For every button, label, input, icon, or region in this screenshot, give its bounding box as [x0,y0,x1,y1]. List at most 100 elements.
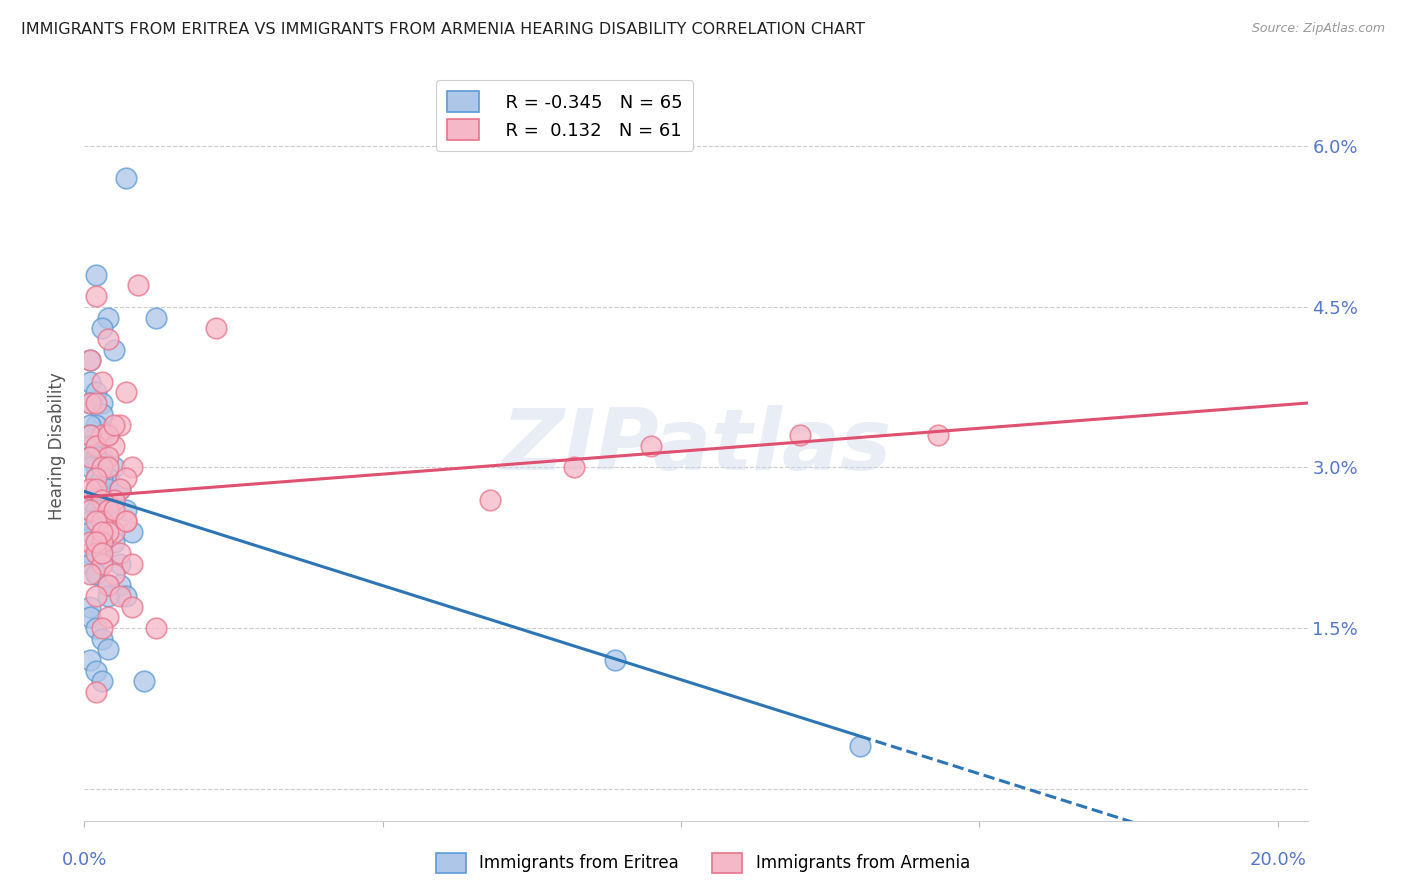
Point [97,578,120,592]
Point [97,460,120,475]
Legend:   R = -0.345   N = 65,   R =  0.132   N = 61: R = -0.345 N = 65, R = 0.132 N = 61 [436,80,693,151]
Point [108,482,131,496]
Point [103,492,125,507]
Point [79,524,101,539]
Point [79,396,101,410]
Point [79,450,101,464]
Point [204,321,226,335]
Point [84,439,107,453]
Point [79,492,101,507]
Point [79,439,101,453]
Point [927,428,949,442]
Text: 0.0%: 0.0% [62,851,107,869]
Text: IMMIGRANTS FROM ERITREA VS IMMIGRANTS FROM ARMENIA HEARING DISABILITY CORRELATIO: IMMIGRANTS FROM ERITREA VS IMMIGRANTS FR… [21,22,865,37]
Point [103,439,125,453]
Point [79,428,101,442]
Point [84,396,107,410]
Point [115,471,138,485]
Point [79,417,101,432]
Point [84,514,107,528]
Point [97,310,120,325]
Point [79,428,101,442]
Point [97,524,120,539]
Point [121,460,143,475]
Point [84,503,107,517]
Point [91,321,114,335]
Point [84,524,107,539]
Point [115,385,138,400]
Point [84,471,107,485]
Point [91,621,114,635]
Point [84,535,107,549]
Point [103,343,125,357]
Point [84,471,107,485]
Point [84,439,107,453]
Point [121,599,143,614]
Point [562,460,585,475]
Point [115,503,138,517]
Point [91,514,114,528]
Point [97,503,120,517]
Point [103,535,125,549]
Text: 20.0%: 20.0% [1250,851,1306,869]
Point [84,567,107,582]
Point [103,460,125,475]
Point [640,439,662,453]
Point [91,503,114,517]
Point [79,396,101,410]
Y-axis label: Hearing Disability: Hearing Disability [48,372,66,520]
Point [84,268,107,282]
Point [97,514,120,528]
Point [91,460,114,475]
Point [91,546,114,560]
Point [91,460,114,475]
Point [108,417,131,432]
Point [479,492,502,507]
Point [91,396,114,410]
Point [79,535,101,549]
Point [84,460,107,475]
Point [145,310,167,325]
Point [79,353,101,368]
Point [79,450,101,464]
Point [108,557,131,571]
Text: Source: ZipAtlas.com: Source: ZipAtlas.com [1251,22,1385,36]
Point [84,589,107,603]
Point [84,450,107,464]
Point [91,535,114,549]
Point [79,353,101,368]
Point [79,375,101,389]
Point [91,375,114,389]
Point [97,482,120,496]
Point [79,514,101,528]
Point [91,557,114,571]
Point [79,653,101,667]
Point [79,557,101,571]
Point [115,171,138,186]
Point [79,460,101,475]
Point [84,621,107,635]
Point [91,674,114,689]
Point [103,524,125,539]
Point [84,417,107,432]
Point [84,567,107,582]
Point [103,492,125,507]
Point [79,567,101,582]
Point [849,739,872,753]
Point [91,471,114,485]
Point [103,417,125,432]
Point [79,503,101,517]
Point [84,482,107,496]
Point [108,482,131,496]
Point [605,653,627,667]
Point [91,492,114,507]
Point [84,385,107,400]
Point [79,599,101,614]
Point [789,428,811,442]
Point [97,450,120,464]
Text: ZIPatlas: ZIPatlas [501,404,891,488]
Point [97,471,120,485]
Point [84,289,107,303]
Point [79,482,101,496]
Point [91,535,114,549]
